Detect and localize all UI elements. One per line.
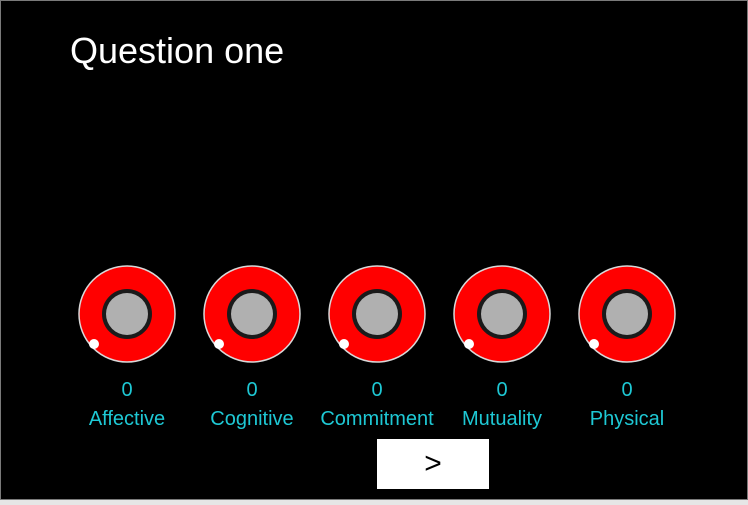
knob-indicator <box>339 339 349 349</box>
knob-value-mutuality: 0 <box>496 379 508 401</box>
knob-indicator <box>589 339 599 349</box>
dial-icon <box>328 265 426 363</box>
knob-label-mutuality: Mutuality <box>461 408 543 430</box>
bottom-edge <box>0 500 748 505</box>
dial-icon <box>578 265 676 363</box>
dial-icon <box>453 265 551 363</box>
dial-icon <box>78 265 176 363</box>
knob-value-cognitive: 0 <box>246 379 258 401</box>
knob-label-cognitive: Cognitive <box>210 408 294 430</box>
knob-commitment[interactable] <box>328 265 426 363</box>
knob-label-physical: Physical <box>589 408 665 430</box>
knob-value-physical: 0 <box>621 379 633 401</box>
knob-cognitive[interactable] <box>203 265 301 363</box>
knob-value-commitment: 0 <box>371 379 383 401</box>
dial-icon <box>203 265 301 363</box>
knob-affective[interactable] <box>78 265 176 363</box>
knob-indicator <box>89 339 99 349</box>
next-button[interactable]: > <box>377 439 489 489</box>
knob-hub <box>106 293 148 335</box>
knob-label-affective: Affective <box>88 408 166 430</box>
knob-label-commitment: Commitment <box>320 408 434 430</box>
knob-physical[interactable] <box>578 265 676 363</box>
knob-hub <box>356 293 398 335</box>
knob-mutuality[interactable] <box>453 265 551 363</box>
knob-indicator <box>464 339 474 349</box>
knob-value-affective: 0 <box>121 379 133 401</box>
knob-hub <box>231 293 273 335</box>
knob-hub <box>481 293 523 335</box>
knob-indicator <box>214 339 224 349</box>
knob-hub <box>606 293 648 335</box>
page-title: Question one <box>70 30 285 71</box>
